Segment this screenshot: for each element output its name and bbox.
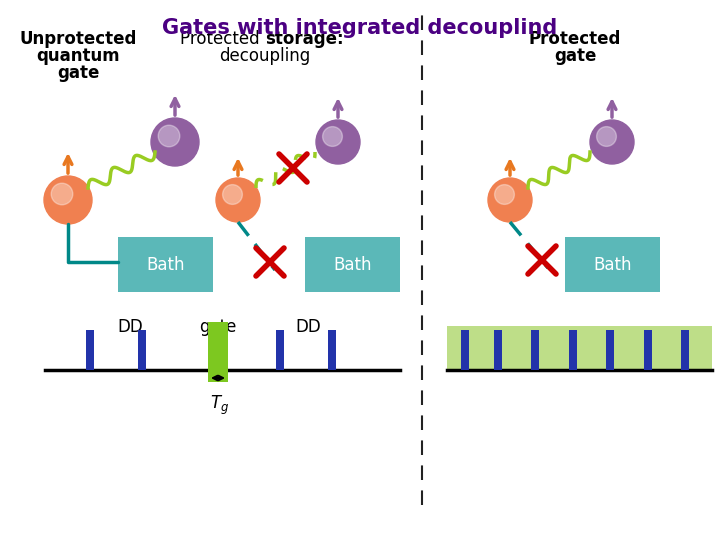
Bar bbox=[569, 330, 577, 370]
Bar bbox=[461, 330, 469, 370]
Circle shape bbox=[44, 176, 92, 224]
Bar bbox=[565, 237, 660, 292]
Circle shape bbox=[597, 126, 616, 146]
Text: gate: gate bbox=[57, 64, 99, 82]
Bar bbox=[208, 322, 228, 370]
Text: Gates with integrated decouplind: Gates with integrated decouplind bbox=[163, 18, 557, 38]
Bar bbox=[208, 370, 228, 382]
Text: DD: DD bbox=[117, 318, 143, 336]
Bar bbox=[531, 330, 539, 370]
Bar bbox=[644, 330, 652, 370]
Bar bbox=[305, 237, 400, 292]
Bar bbox=[118, 237, 213, 292]
Circle shape bbox=[151, 118, 199, 166]
Circle shape bbox=[488, 178, 532, 222]
Text: DD: DD bbox=[295, 318, 321, 336]
Circle shape bbox=[323, 126, 343, 146]
Text: decoupling: decoupling bbox=[220, 47, 310, 65]
Text: quantum: quantum bbox=[36, 47, 120, 65]
Circle shape bbox=[222, 185, 243, 205]
Circle shape bbox=[216, 178, 260, 222]
Text: gate: gate bbox=[554, 47, 596, 65]
Text: storage:: storage: bbox=[265, 30, 343, 48]
Text: Unprotected: Unprotected bbox=[19, 30, 137, 48]
Circle shape bbox=[316, 120, 360, 164]
Bar bbox=[494, 330, 502, 370]
Bar bbox=[328, 330, 336, 370]
Bar bbox=[138, 330, 146, 370]
Text: $T_g$: $T_g$ bbox=[210, 394, 230, 417]
Circle shape bbox=[590, 120, 634, 164]
Text: Protected: Protected bbox=[180, 30, 265, 48]
Text: Protected: Protected bbox=[528, 30, 621, 48]
Text: Bath: Bath bbox=[146, 255, 185, 273]
Text: Bath: Bath bbox=[593, 255, 631, 273]
Bar bbox=[276, 330, 284, 370]
Circle shape bbox=[51, 183, 73, 205]
Circle shape bbox=[495, 185, 514, 205]
Bar bbox=[447, 326, 712, 370]
Bar bbox=[606, 330, 614, 370]
Text: Bath: Bath bbox=[333, 255, 372, 273]
Circle shape bbox=[158, 125, 180, 147]
Text: gate: gate bbox=[199, 318, 237, 336]
Bar bbox=[86, 330, 94, 370]
Bar bbox=[681, 330, 689, 370]
